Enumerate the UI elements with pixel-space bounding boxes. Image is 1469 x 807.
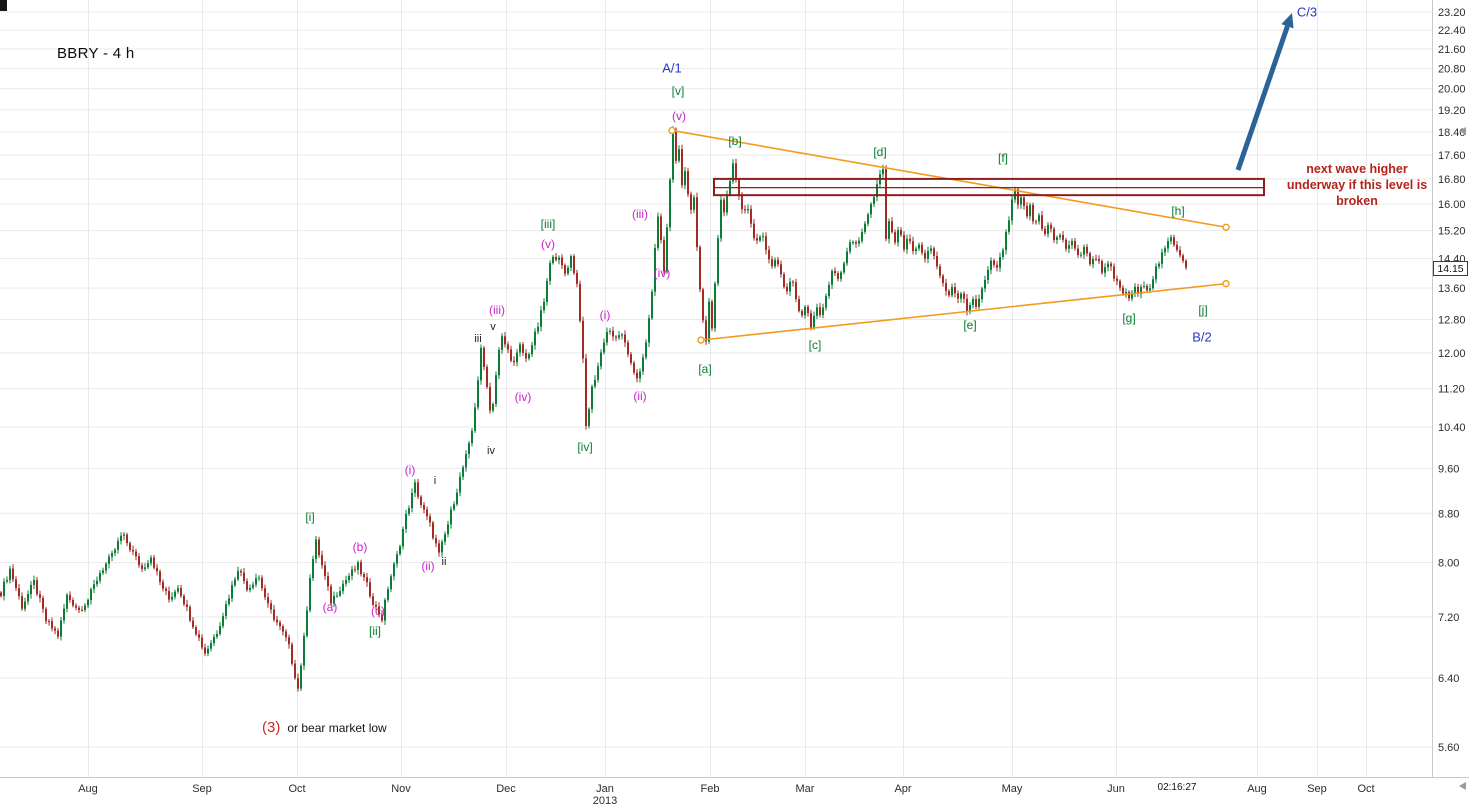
svg-text:12.80: 12.80 xyxy=(1438,315,1466,327)
svg-text:12.00: 12.00 xyxy=(1438,348,1466,360)
svg-text:10.40: 10.40 xyxy=(1438,422,1466,434)
svg-text:21.60: 21.60 xyxy=(1438,44,1466,56)
trendline[interactable] xyxy=(697,279,1230,344)
svg-text:6.40: 6.40 xyxy=(1438,673,1459,685)
svg-text:Oct: Oct xyxy=(1357,783,1374,795)
svg-text:23.20: 23.20 xyxy=(1438,7,1466,19)
svg-text:14.40: 14.40 xyxy=(1438,254,1466,266)
svg-text:Oct: Oct xyxy=(288,783,305,795)
price-axis[interactable]: 23.20 22.40 21.60 20.80 20.00 19.20 18.40 17.60… xyxy=(1432,0,1469,807)
svg-text:Apr: Apr xyxy=(894,783,911,795)
svg-text:13.60: 13.60 xyxy=(1438,283,1466,295)
svg-text:Feb: Feb xyxy=(701,783,720,795)
svg-text:9.60: 9.60 xyxy=(1438,463,1459,475)
svg-text:19.20: 19.20 xyxy=(1438,105,1466,117)
svg-text:May: May xyxy=(1002,783,1023,795)
svg-text:16.80: 16.80 xyxy=(1438,174,1466,186)
svg-text:11.20: 11.20 xyxy=(1438,384,1465,396)
svg-text:20.00: 20.00 xyxy=(1438,84,1466,96)
svg-text:Mar: Mar xyxy=(796,783,815,795)
svg-text:Jun: Jun xyxy=(1107,783,1125,795)
svg-text:Sep: Sep xyxy=(1307,783,1327,795)
svg-text:7.20: 7.20 xyxy=(1438,612,1459,624)
resistance-box[interactable] xyxy=(713,177,1265,197)
svg-text:Jan: Jan xyxy=(596,783,614,795)
svg-text:8.00: 8.00 xyxy=(1438,558,1459,570)
svg-text:Nov: Nov xyxy=(391,783,411,795)
projection-arrow[interactable] xyxy=(1235,13,1294,171)
svg-text:Aug: Aug xyxy=(78,783,98,795)
svg-text:20.80: 20.80 xyxy=(1438,63,1466,75)
svg-text:17.60: 17.60 xyxy=(1438,150,1466,162)
svg-text:8.80: 8.80 xyxy=(1438,508,1459,520)
svg-text:16.00: 16.00 xyxy=(1438,199,1466,211)
svg-text:Aug: Aug xyxy=(1247,783,1267,795)
gridlines xyxy=(0,0,1432,777)
svg-text:2013: 2013 xyxy=(593,795,617,807)
axis-arrow-icon xyxy=(1459,782,1466,790)
svg-text:Dec: Dec xyxy=(496,783,516,795)
svg-text:15.20: 15.20 xyxy=(1438,226,1466,238)
svg-text:5.60: 5.60 xyxy=(1438,742,1459,754)
candlesticks xyxy=(0,126,1187,692)
axis-arrow-icon xyxy=(1459,127,1466,135)
svg-text:18.40: 18.40 xyxy=(1438,127,1466,139)
svg-text:Sep: Sep xyxy=(192,783,212,795)
svg-text:22.40: 22.40 xyxy=(1438,25,1466,37)
